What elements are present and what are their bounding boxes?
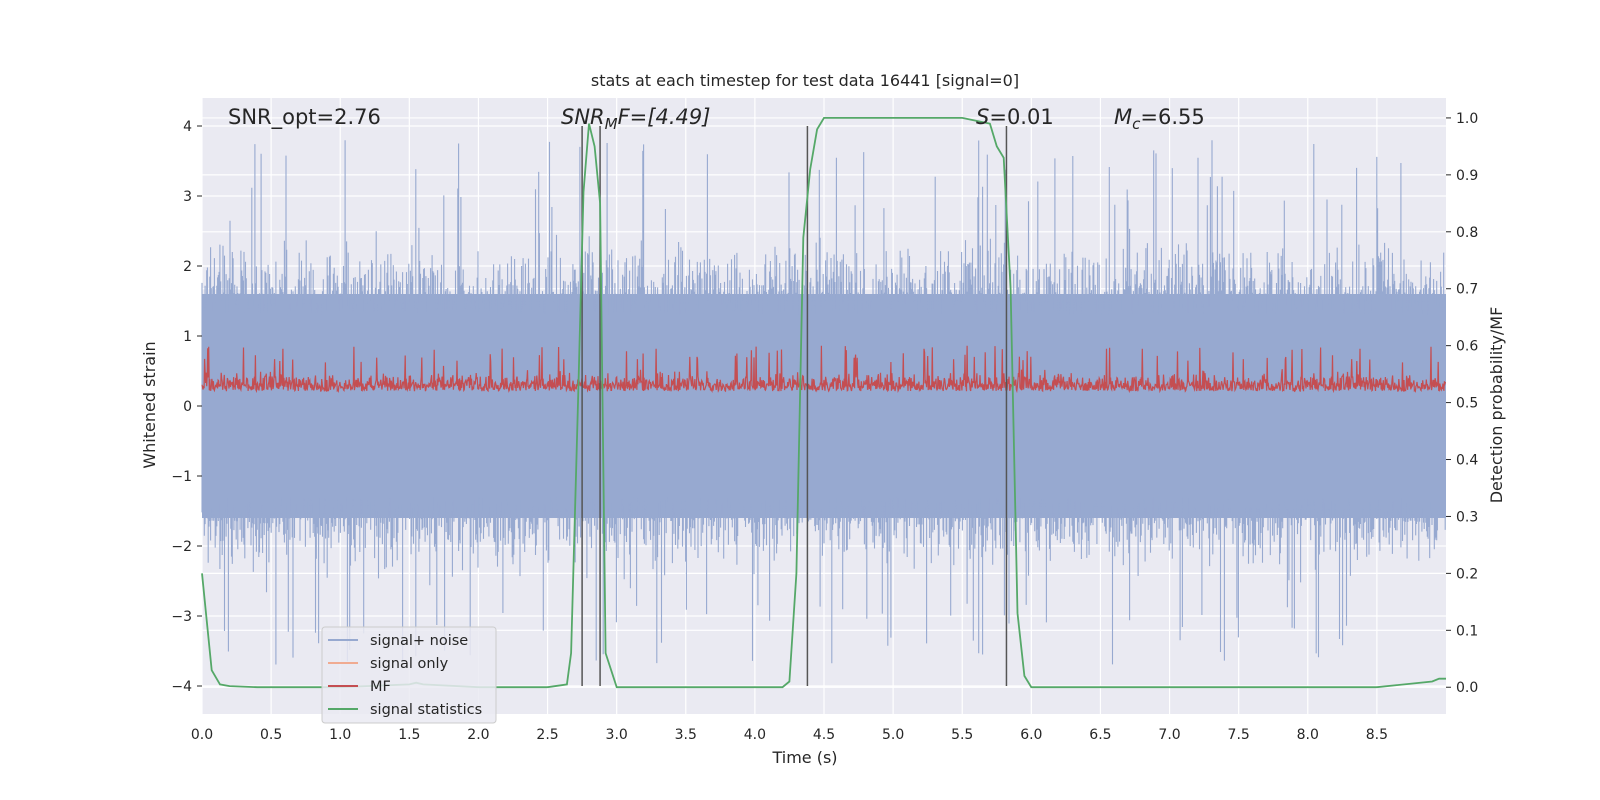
y2-tick-label: 0.5 [1456,396,1478,412]
y-tick-label: −3 [171,609,192,625]
legend-box [321,626,497,724]
y-tick-label: −1 [171,469,192,485]
annotation-s: S=0.01 [976,105,1054,129]
signal-noise-series [201,140,1446,665]
x-tick-label: 1.5 [398,727,420,743]
y2-tick-label: 0.7 [1456,282,1478,298]
x-tick-label: 3.5 [675,727,697,743]
x-tick-label: 5.0 [882,727,904,743]
x-tick-label: 2.5 [536,727,558,743]
y2-tick-label: 1.0 [1456,111,1478,127]
x-tick-label: 6.5 [1089,727,1111,743]
y2-tick-label: 0.8 [1456,225,1478,241]
mf-series [201,345,1447,394]
legend: signal+ noise signal only MF signal stat… [321,626,497,724]
legend-label-signal-noise: signal+ noise [370,633,468,649]
y2-axis-label: Detection probability/MF [1487,307,1506,504]
x-tick-label: 4.5 [813,727,835,743]
y-tick-label: 3 [183,189,192,205]
x-tick-label: 1.0 [329,727,351,743]
series-signal-noise [201,140,1446,665]
y2-tick-label: 0.4 [1456,453,1478,469]
y2-tick-label: 0.0 [1456,680,1478,696]
y2-tick-label: 0.2 [1456,566,1478,582]
x-tick-label: 8.5 [1366,727,1388,743]
x-tick-label: 8.0 [1297,727,1319,743]
legend-label-signal-statistics: signal statistics [370,702,482,718]
x-tick-label: 6.0 [1020,727,1042,743]
annotation-snr-opt: SNR_opt=2.76 [228,105,381,130]
y2-axis-ticks: 1.0 0.9 0.8 0.7 0.6 0.5 0.4 0.3 0.2 0.1 0.0 [1446,111,1478,696]
annotation-snr-mf: SNRMF=[4.49] [561,105,710,133]
y2-tick-label: 0.9 [1456,168,1478,184]
legend-label-mf: MF [370,679,391,695]
x-axis-ticks: 0.0 0.5 1.0 1.5 2.0 2.5 3.0 3.5 4.0 4.5 5.0 5.5 6.0 6… [191,727,1388,743]
x-tick-label: 4.0 [744,727,766,743]
x-tick-label: 2.0 [467,727,489,743]
y-axis-ticks: 4 3 2 1 0 −1 −2 −3 −4 [171,119,202,695]
legend-label-signal-only: signal only [370,656,449,672]
y2-tick-label: 0.6 [1456,339,1478,355]
series-mf [201,345,1447,394]
y2-tick-label: 0.1 [1456,623,1478,639]
y-tick-label: 4 [183,119,192,135]
x-axis-label: Time (s) [771,748,837,767]
x-tick-label: 7.5 [1228,727,1250,743]
x-tick-label: 5.5 [951,727,973,743]
x-tick-label: 0.5 [260,727,282,743]
y-axis-label: Whitened strain [140,341,159,468]
y-tick-label: −2 [171,539,192,555]
y-tick-label: 1 [183,329,192,345]
x-tick-label: 3.0 [606,727,628,743]
x-tick-label: 7.0 [1158,727,1180,743]
y-tick-label: 0 [183,399,192,415]
chart-title: stats at each timestep for test data 164… [591,71,1019,90]
x-tick-label: 0.0 [191,727,213,743]
y2-tick-label: 0.3 [1456,509,1478,525]
y-tick-label: −4 [171,679,192,695]
annotation-mc: Mc=6.55 [1114,105,1205,133]
y-tick-label: 2 [183,259,192,275]
